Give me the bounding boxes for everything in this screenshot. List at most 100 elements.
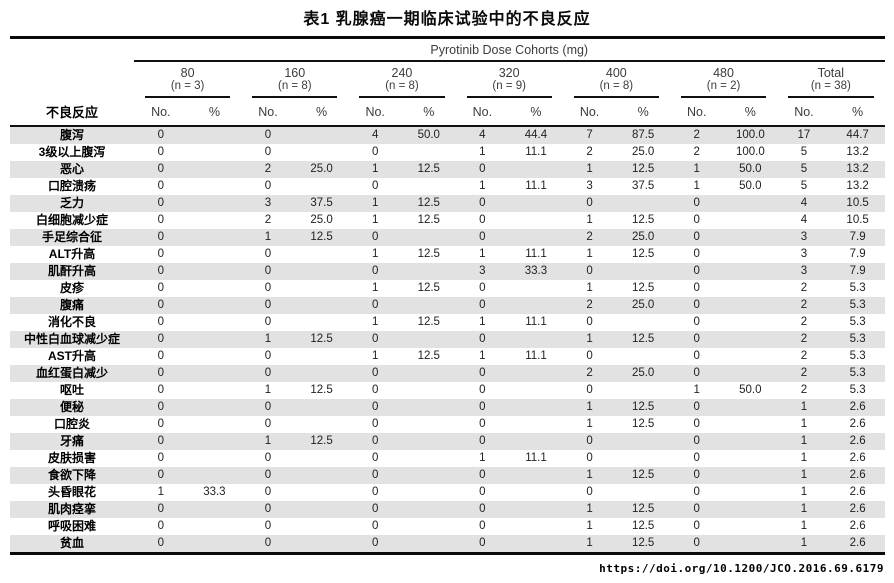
value-cell	[188, 280, 242, 297]
subcol-pct-480: %	[723, 98, 778, 127]
value-cell: 1	[586, 418, 593, 430]
value-cell: 0	[157, 248, 164, 260]
subcol-pct-total: %	[830, 98, 885, 127]
cohort-n: (n = 3)	[170, 80, 205, 92]
value-cell: 0	[371, 486, 379, 498]
value-cell: 12.5	[417, 248, 440, 260]
value-cell	[188, 212, 242, 229]
value-cell: 1	[479, 316, 486, 328]
table-row: 呕吐 0 1 12.5 0 0 0 1 50.0 2 5.3	[10, 382, 885, 399]
value-cell: 10.5	[846, 214, 869, 226]
value-cell: 1	[371, 248, 379, 260]
value-cell: 5	[800, 146, 808, 158]
value-cell: 5.3	[849, 282, 866, 294]
value-cell: 13.2	[846, 180, 869, 192]
value-cell: 50.0	[739, 163, 762, 175]
value-cell: 12.5	[417, 316, 440, 328]
value-cell: 0	[371, 231, 379, 243]
adverse-reaction-label: 便秘	[59, 400, 84, 414]
value-cell: 11.1	[525, 180, 547, 192]
value-cell	[402, 484, 456, 501]
adverse-reaction-label: 贫血	[59, 536, 84, 550]
value-cell: 0	[371, 333, 379, 345]
value-cell: 0	[157, 418, 164, 430]
value-cell: 11.1	[525, 248, 547, 260]
table-row: 呼吸困难 0 0 0 0 1 12.5 0 1 2.6	[10, 518, 885, 535]
value-cell	[295, 365, 349, 382]
cohort-header-320: 320 (n = 9)	[456, 61, 563, 98]
value-cell: 0	[693, 503, 700, 515]
value-cell: 100.0	[735, 129, 765, 141]
value-cell	[188, 144, 242, 161]
value-cell: 2	[264, 163, 272, 175]
value-cell: 1	[693, 163, 700, 175]
value-cell: 25.0	[310, 163, 333, 175]
subcol-no-400: No.	[562, 98, 617, 127]
value-cell	[402, 144, 456, 161]
value-cell	[402, 178, 456, 195]
cohort-dose: 160	[284, 66, 306, 80]
value-cell: 0	[371, 367, 379, 379]
value-cell	[616, 263, 670, 280]
value-cell: 0	[371, 452, 379, 464]
value-cell: 0	[693, 214, 700, 226]
value-cell	[402, 229, 456, 246]
adverse-reaction-label: 肌酐升高	[47, 264, 96, 278]
value-cell	[402, 365, 456, 382]
value-cell: 0	[264, 350, 272, 362]
adverse-reaction-label: 口腔炎	[53, 417, 90, 431]
value-cell: 1	[157, 486, 164, 498]
adverse-reaction-label: 皮疹	[59, 281, 84, 295]
value-cell: 3	[479, 265, 486, 277]
value-cell	[724, 416, 778, 433]
value-cell: 11.1	[525, 146, 547, 158]
value-cell	[616, 450, 670, 467]
value-cell: 0	[157, 163, 164, 175]
value-cell	[188, 416, 242, 433]
value-cell: 2	[586, 367, 593, 379]
subcol-pct-400: %	[616, 98, 670, 127]
value-cell	[724, 348, 778, 365]
value-cell: 0	[371, 537, 379, 549]
value-cell: 4	[371, 129, 379, 141]
value-cell: 1	[371, 163, 379, 175]
value-cell: 4	[800, 197, 808, 209]
value-cell: 2.6	[849, 520, 866, 532]
value-cell: 5.3	[849, 316, 866, 328]
value-cell: 0	[693, 333, 700, 345]
doi-link[interactable]: https://doi.org/10.1200/JCO.2016.69.6179	[599, 562, 884, 575]
value-cell: 0	[157, 367, 164, 379]
value-cell: 2	[800, 299, 808, 311]
adverse-reaction-label: 皮肤损害	[47, 451, 96, 465]
value-cell: 1	[586, 401, 593, 413]
value-cell: 0	[479, 520, 486, 532]
subcol-pct-240: %	[401, 98, 456, 127]
value-cell: 12.5	[417, 197, 440, 209]
value-cell: 0	[693, 401, 700, 413]
table-row: 白细胞减少症 0 2 25.0 1 12.5 0 1 12.5 0 4 10.5	[10, 212, 885, 229]
table-row: 恶心 0 2 25.0 1 12.5 0 1 12.5 1 50.0 5 13.2	[10, 161, 885, 178]
value-cell: 1	[586, 163, 593, 175]
value-cell: 1	[371, 197, 379, 209]
adverse-reaction-label: 血红蛋白减少	[35, 366, 108, 380]
value-cell	[295, 246, 349, 263]
value-cell: 0	[371, 384, 379, 396]
subcol-no-80: No.	[134, 98, 188, 127]
value-cell: 33.3	[524, 265, 548, 277]
value-cell	[509, 280, 563, 297]
cohort-dose: 240	[391, 66, 413, 80]
adverse-reaction-label: ALT升高	[48, 247, 96, 261]
value-cell	[402, 467, 456, 484]
value-cell: 12.5	[310, 231, 333, 243]
value-cell: 3	[264, 197, 272, 209]
value-cell: 87.5	[631, 129, 655, 141]
adverse-reaction-label: 乏力	[59, 196, 84, 210]
value-cell: 12.5	[631, 469, 655, 481]
value-cell: 0	[264, 129, 272, 141]
value-cell: 1	[800, 486, 808, 498]
value-cell	[402, 382, 456, 399]
value-cell	[295, 348, 349, 365]
adverse-reaction-label: 头昏眼花	[47, 485, 96, 499]
value-cell: 0	[157, 435, 164, 447]
value-cell	[188, 399, 242, 416]
